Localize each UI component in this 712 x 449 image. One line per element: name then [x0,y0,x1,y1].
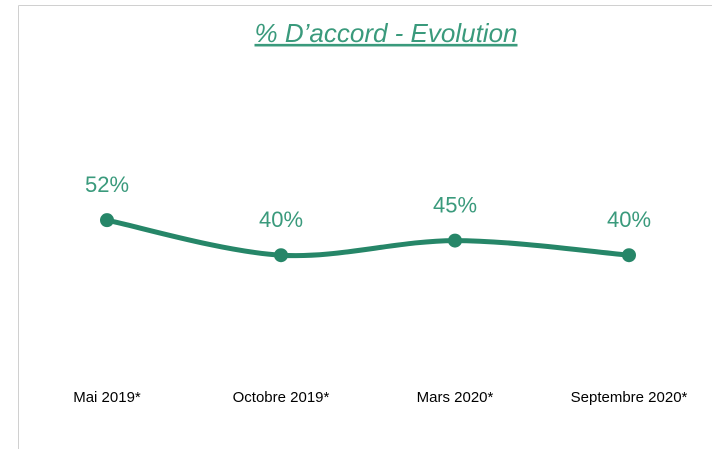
value-label: 40% [607,207,651,232]
marker [274,248,288,263]
x-tick-label: Octobre 2019* [233,389,330,406]
marker [100,213,114,228]
x-tick-label: Septembre 2020* [571,389,688,406]
value-label: 45% [433,192,477,217]
line [104,217,632,259]
marker [448,233,462,248]
chart-title: % D’accord - Evolution [255,18,518,48]
x-tick-label: Mai 2019* [73,389,141,406]
x-tick-label: Mars 2020* [417,389,494,406]
value-label: 40% [259,207,303,232]
marker [622,248,636,263]
value-label: 52% [85,172,129,197]
